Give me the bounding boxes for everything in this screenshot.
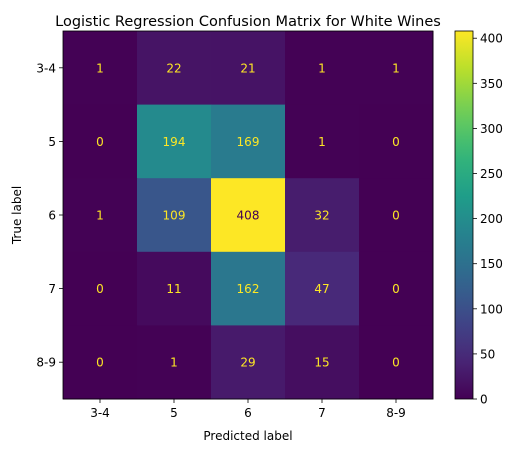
y-tick-label: 8-9: [36, 356, 56, 370]
cell-value-label: 32: [314, 209, 329, 223]
heatmap-cell: [285, 31, 360, 106]
cell-value-label: 0: [96, 135, 104, 149]
cell-value-label: 11: [166, 282, 181, 296]
heatmap-cell: [137, 31, 212, 106]
cell-value-label: 0: [392, 356, 400, 370]
cell-value-label: 21: [240, 61, 255, 75]
cell-value-label: 0: [392, 282, 400, 296]
heatmap-cell: [211, 251, 286, 326]
y-axis-label: True label: [10, 186, 24, 245]
heatmap-cell: [63, 251, 138, 326]
cell-value-label: 0: [96, 282, 104, 296]
heatmap-cell: [63, 178, 138, 253]
heatmap-cell: [137, 178, 212, 253]
heatmap-cell: [285, 104, 360, 179]
x-axis-label: Predicted label: [203, 429, 292, 443]
cell-value-label: 1: [392, 61, 400, 75]
colorbar-tick-label: 0: [480, 393, 488, 407]
cell-value-label: 1: [170, 356, 178, 370]
heatmap-cell: [63, 31, 138, 106]
cell-value-label: 169: [237, 135, 260, 149]
heatmap-cell: [211, 325, 286, 400]
colorbar-tick-label: 150: [480, 257, 503, 271]
heatmap-cell: [211, 104, 286, 179]
colorbar-tick-label: 350: [480, 77, 503, 91]
cell-value-label: 1: [96, 209, 104, 223]
heatmap-cell: [137, 104, 212, 179]
heatmap-cell: [211, 178, 286, 253]
heatmap-cell: [359, 251, 434, 326]
cell-value-label: 0: [96, 356, 104, 370]
cell-value-label: 0: [392, 209, 400, 223]
heatmap-cell: [63, 325, 138, 400]
cell-value-label: 29: [240, 356, 255, 370]
x-tick-label: 6: [244, 406, 252, 420]
heatmap-cell: [137, 325, 212, 400]
cell-value-label: 408: [237, 209, 260, 223]
heatmap-cell: [359, 325, 434, 400]
x-tick-label: 5: [170, 406, 178, 420]
cell-value-label: 1: [318, 135, 326, 149]
colorbar-tick-label: 400: [480, 32, 503, 46]
cell-value-label: 194: [163, 135, 186, 149]
heatmap-cell: [285, 251, 360, 326]
colorbar-tick-label: 200: [480, 212, 503, 226]
y-tick-label: 7: [48, 282, 56, 296]
cell-value-label: 15: [314, 356, 329, 370]
heatmap-cell: [359, 178, 434, 253]
heatmap-cell: [137, 251, 212, 326]
cell-value-label: 0: [392, 135, 400, 149]
colorbar: [454, 30, 474, 400]
x-axis-ticks: 3-4 5 6 7 8-9: [90, 399, 406, 420]
colorbar-tick-label: 250: [480, 167, 503, 181]
x-tick-label: 8-9: [386, 406, 406, 420]
heatmap-cell: [359, 31, 434, 106]
colorbar-tick-label: 300: [480, 122, 503, 136]
y-tick-label: 6: [48, 209, 56, 223]
colorbar-ticks: 0 50 100 150 200 250 300 350 400: [473, 32, 503, 407]
y-tick-label: 3-4: [36, 61, 56, 75]
cell-value-label: 109: [163, 209, 186, 223]
cell-value-label: 47: [314, 282, 329, 296]
cell-value-label: 1: [96, 61, 104, 75]
heatmap-cells: 1 22 21 1 10 194 169 1 01 109 408 32 00 11 162 47 00 1 29 1…: [63, 31, 434, 400]
heatmap-cell: [285, 325, 360, 400]
heatmap-cell: [63, 104, 138, 179]
heatmap-cell: [359, 104, 434, 179]
y-axis-ticks: 3-4 5 6 7 8-9: [36, 61, 63, 370]
heatmap-cell: [285, 178, 360, 253]
x-tick-label: 7: [318, 406, 326, 420]
colorbar-tick-label: 50: [480, 347, 495, 361]
cell-value-label: 162: [237, 282, 260, 296]
cell-value-label: 22: [166, 61, 181, 75]
chart-title: Logistic Regression Confusion Matrix for…: [55, 14, 441, 30]
x-tick-label: 3-4: [90, 406, 110, 420]
y-tick-label: 5: [48, 135, 56, 149]
heatmap-cell: [211, 31, 286, 106]
cell-value-label: 1: [318, 61, 326, 75]
colorbar-tick-label: 100: [480, 302, 503, 316]
